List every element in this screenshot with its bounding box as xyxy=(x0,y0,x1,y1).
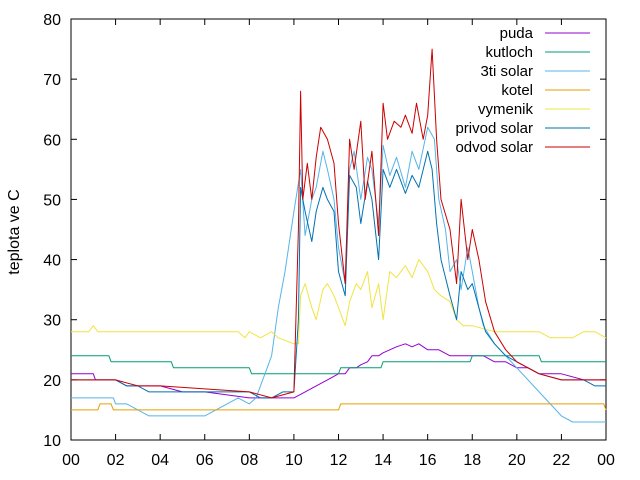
series-line-kotel xyxy=(71,403,607,411)
x-tick-label: 12 xyxy=(330,452,348,469)
legend-label-kotel: kotel xyxy=(501,82,533,99)
x-tick-label: 10 xyxy=(285,452,303,469)
y-axis-label: teplota ve C xyxy=(6,189,23,274)
y-tick-label: 60 xyxy=(43,132,61,149)
x-tick-label: 14 xyxy=(374,452,392,469)
legend: puda kutloch 3ti solar kotel vymenik privod s… xyxy=(455,25,590,156)
series-line-3ti-solar xyxy=(71,126,606,423)
x-tick-label: 08 xyxy=(240,452,258,469)
x-tick-label: 06 xyxy=(196,452,214,469)
x-tick-label: 18 xyxy=(463,452,481,469)
series-line-privod-solar xyxy=(71,150,606,399)
x-tick-label: 00 xyxy=(62,452,80,469)
y-tick-label: 10 xyxy=(43,433,61,450)
y-tick-label: 40 xyxy=(43,253,61,270)
series-line-kutloch xyxy=(71,355,606,375)
y-tick-label: 80 xyxy=(43,12,61,29)
x-tick-label: 16 xyxy=(419,452,437,469)
legend-label-kutloch: kutloch xyxy=(485,44,533,61)
series-line-odvod-solar xyxy=(71,48,606,399)
y-tick-label: 20 xyxy=(43,373,61,390)
x-tick-label: 04 xyxy=(151,452,169,469)
y-tick-label: 50 xyxy=(43,192,61,209)
legend-label-privod-solar: privod solar xyxy=(455,120,533,137)
y-tick-label: 30 xyxy=(43,313,61,330)
legend-label-3ti-solar: 3ti solar xyxy=(480,63,533,80)
x-tick-label: 20 xyxy=(508,452,526,469)
x-tick-label: 00 xyxy=(597,452,615,469)
x-tick-label: 02 xyxy=(107,452,125,469)
y-tick-label: 70 xyxy=(43,72,61,89)
series-layer xyxy=(71,48,607,423)
y-axis-ticks: 10 20 30 40 50 60 70 80 xyxy=(43,12,606,450)
legend-label-puda: puda xyxy=(500,25,534,42)
legend-label-odvod-solar: odvod solar xyxy=(455,139,533,156)
series-line-puda xyxy=(71,343,606,399)
legend-label-vymenik: vymenik xyxy=(478,101,534,118)
x-tick-label: 22 xyxy=(553,452,571,469)
x-axis-ticks: 00 02 04 06 08 10 12 14 16 18 20 22 00 xyxy=(62,19,615,469)
